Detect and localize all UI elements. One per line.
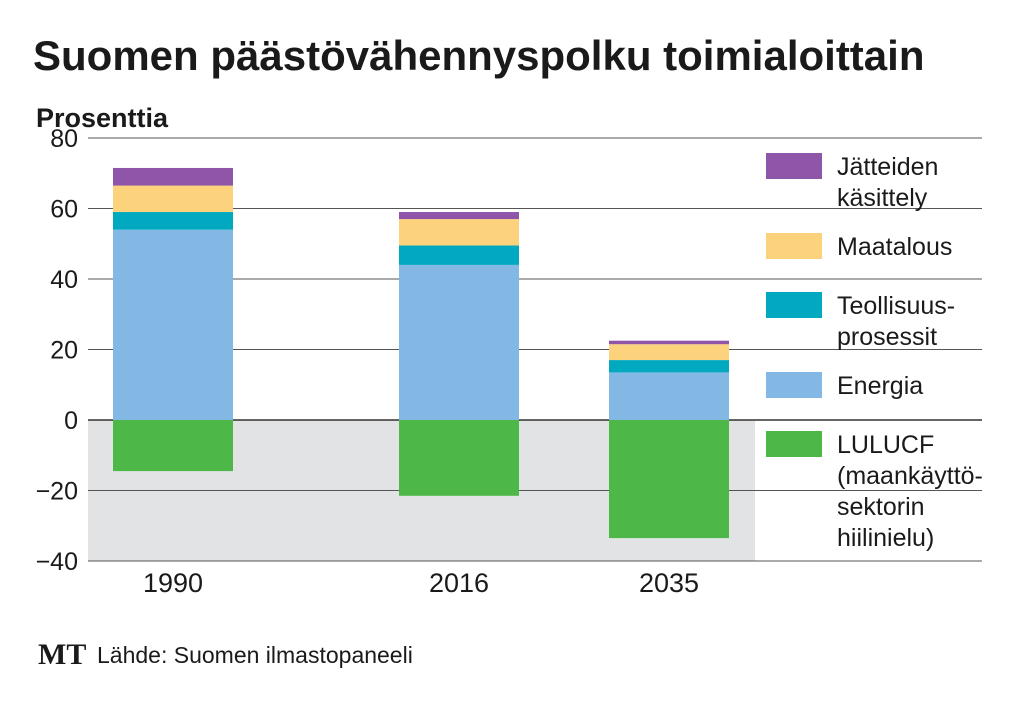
legend-item-teollisuus: Teollisuus-prosessit [766, 292, 955, 351]
legend-item-energia: Energia [766, 372, 923, 400]
legend-label-lulucf: sektorin [837, 493, 925, 521]
y-axis-unit-label: Prosenttia [36, 103, 169, 133]
legend-label-teollisuus: prosessit [837, 323, 937, 351]
legend-swatch-jatteet [766, 153, 822, 179]
bar-segment-lulucf-2035 [609, 420, 729, 539]
chart-title: Suomen päästövähennyspolku toimialoittai… [33, 32, 924, 79]
legend-label-jatteet: Jätteiden [837, 153, 938, 181]
bar-segment-jatteet-2016 [399, 212, 519, 220]
legend-label-maatalous: Maatalous [837, 233, 952, 261]
legend-swatch-lulucf [766, 431, 822, 457]
y-tick-label: 20 [50, 337, 78, 365]
legend-item-jatteet: Jätteiden käsittely [766, 153, 938, 212]
legend-label-lulucf: (maankäyttö- [837, 462, 983, 490]
x-category-label: 2035 [639, 568, 699, 598]
legend-swatch-teollisuus [766, 292, 822, 318]
bar-segment-maatalous-2035 [609, 344, 729, 361]
legend: Jätteiden käsittely Maatalous Teollisuus-pr… [766, 153, 983, 552]
bar-segment-energia-2016 [399, 264, 519, 420]
bar-segment-maatalous-1990 [113, 185, 233, 213]
legend-label-jatteet: käsittely [837, 184, 928, 212]
x-category-label: 1990 [143, 568, 203, 598]
source-note: Lähde: Suomen ilmastopaneeli [97, 642, 413, 668]
y-tick-label: 0 [64, 407, 78, 435]
legend-swatch-energia [766, 372, 822, 398]
y-tick-label: 60 [50, 196, 78, 224]
legend-item-maatalous: Maatalous [766, 233, 952, 261]
bar-segment-energia-2035 [609, 372, 729, 420]
mt-logo: MT [38, 638, 86, 671]
y-tick-label: −40 [36, 548, 78, 576]
bar-segment-teollisuus-2035 [609, 360, 729, 373]
x-category-label: 2016 [429, 568, 489, 598]
bar-segment-jatteet-1990 [113, 167, 233, 186]
bar-segment-energia-1990 [113, 229, 233, 420]
bar-segment-lulucf-1990 [113, 420, 233, 472]
legend-swatch-maatalous [766, 233, 822, 259]
legend-label-lulucf: LULUCF [837, 431, 934, 459]
legend-label-energia: Energia [837, 372, 923, 400]
legend-item-lulucf: LULUCF (maankäyttö-sektorin hiilinielu) [766, 431, 983, 552]
y-tick-label: −20 [36, 478, 78, 506]
bar-segment-teollisuus-1990 [113, 212, 233, 230]
bar-segment-maatalous-2016 [399, 219, 519, 246]
bar-segment-lulucf-2016 [399, 420, 519, 496]
bar-segment-teollisuus-2016 [399, 245, 519, 265]
y-tick-label: 40 [50, 266, 78, 294]
bar-segment-jatteet-2035 [609, 340, 729, 345]
plot-area: 80 60 40 20 0 −20 −40 1990 2016 2035 [36, 125, 982, 598]
legend-label-lulucf: hiilinielu) [837, 524, 934, 552]
y-tick-label: 80 [50, 125, 78, 153]
legend-label-teollisuus: Teollisuus- [837, 292, 955, 320]
